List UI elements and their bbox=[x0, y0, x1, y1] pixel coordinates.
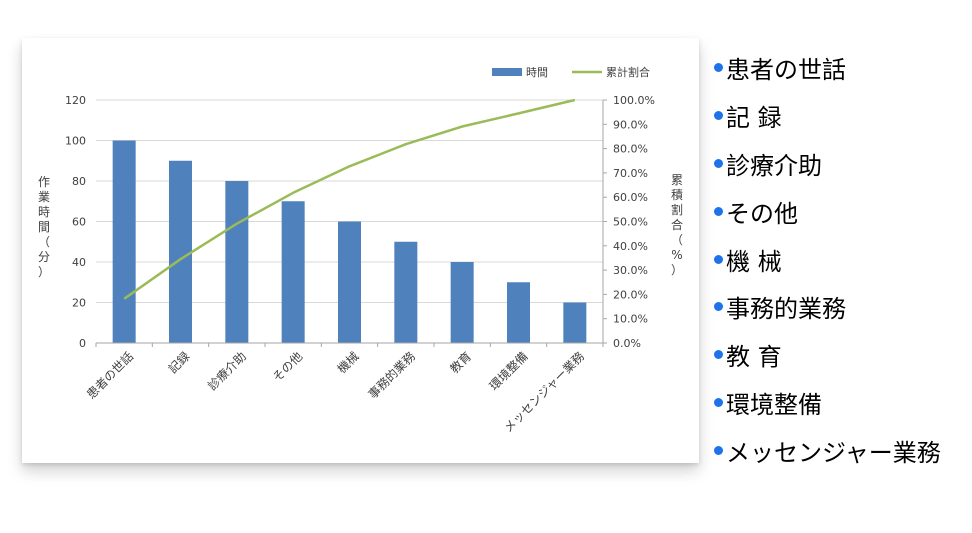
y2-tick-label: 10.0% bbox=[613, 313, 648, 326]
y-tick-label: 120 bbox=[65, 94, 86, 107]
y2-tick-label: 100.0% bbox=[613, 94, 655, 107]
y-tick-label: 20 bbox=[72, 297, 86, 310]
y2-tick-label: 60.0% bbox=[613, 191, 648, 204]
y-tick-label: 0 bbox=[79, 337, 86, 350]
bullet-label: 診療介助 bbox=[726, 151, 822, 180]
bullet-item: 診療介助 bbox=[714, 140, 941, 188]
y2-tick-label: 40.0% bbox=[613, 240, 648, 253]
pareto-chart-svg: 0 20 40 60 80 100 120 0.0% 10.0% 20.0% 30.0% 40.0% 5… bbox=[38, 65, 683, 435]
legend: 時間 累計割合 bbox=[492, 65, 650, 79]
bullet-dot-icon bbox=[714, 302, 723, 312]
x-tick-label: 記録 bbox=[165, 349, 193, 377]
bullet-dot-icon bbox=[714, 445, 723, 455]
bullet-item: 患者の世話 bbox=[714, 44, 941, 92]
bullet-dot-icon bbox=[714, 111, 723, 121]
bullet-label: 記 録 bbox=[726, 104, 782, 133]
bullet-list: 患者の世話記 録診療介助その他機 械事務的業務教 育環境整備メッセンジャー業務 bbox=[714, 44, 941, 474]
bullet-label: 教 育 bbox=[726, 343, 782, 372]
y-tick-label: 40 bbox=[72, 256, 86, 269]
bar-series bbox=[112, 140, 587, 343]
x-tick-label: 教育 bbox=[447, 349, 475, 377]
bar bbox=[112, 140, 136, 343]
x-tick-label: 機械 bbox=[334, 349, 362, 377]
bar bbox=[450, 262, 474, 343]
legend-bar-label: 時間 bbox=[526, 66, 548, 79]
bullet-item: 記 録 bbox=[714, 92, 941, 140]
bullet-dot-icon bbox=[714, 158, 723, 168]
x-tick-label: 事務的業務 bbox=[365, 349, 418, 402]
bullet-item: 教 育 bbox=[714, 331, 941, 379]
pareto-chart: 0 20 40 60 80 100 120 0.0% 10.0% 20.0% 30.0% 40.0% 5… bbox=[22, 38, 699, 463]
y2-tick-label: 90.0% bbox=[613, 118, 648, 131]
y-tick-label: 60 bbox=[72, 216, 86, 229]
bar bbox=[225, 181, 249, 343]
bullet-dot-icon bbox=[714, 350, 723, 360]
x-tick-label: 患者の世話 bbox=[83, 349, 136, 402]
y-tick-label: 80 bbox=[72, 175, 86, 188]
legend-line-label: 累計割合 bbox=[606, 65, 650, 79]
y2-tick-label: 70.0% bbox=[613, 167, 648, 180]
bullet-dot-icon bbox=[714, 397, 723, 407]
y2-tick-label: 0.0% bbox=[613, 337, 641, 350]
bullet-item: 事務的業務 bbox=[714, 283, 941, 331]
bullet-dot-icon bbox=[714, 63, 723, 73]
x-tick-label: 環境整備 bbox=[486, 349, 531, 394]
bar bbox=[394, 241, 418, 343]
bullet-item: 機 械 bbox=[714, 235, 941, 283]
y2-axis-title: 累積割合（%） bbox=[671, 173, 683, 277]
y2-tick-label: 20.0% bbox=[613, 288, 648, 301]
y2-tick-label: 30.0% bbox=[613, 264, 648, 277]
cumulative-line-series bbox=[123, 98, 576, 300]
bullet-label: その他 bbox=[726, 199, 798, 228]
cumulative-line bbox=[123, 98, 576, 300]
y2-tick-label: 80.0% bbox=[613, 143, 648, 156]
bullet-label: 環境整備 bbox=[726, 390, 822, 419]
bullet-label: 機 械 bbox=[726, 247, 782, 276]
bullet-label: メッセンジャー業務 bbox=[726, 438, 941, 467]
bar bbox=[507, 282, 530, 343]
bullet-item: 環境整備 bbox=[714, 379, 941, 427]
bar bbox=[281, 201, 305, 343]
bullet-dot-icon bbox=[714, 254, 723, 264]
bullet-item: その他 bbox=[714, 187, 941, 235]
bullet-item: メッセンジャー業務 bbox=[714, 426, 941, 474]
bar bbox=[169, 160, 192, 343]
bullet-dot-icon bbox=[714, 206, 723, 216]
legend-bar-swatch bbox=[492, 68, 522, 76]
bullet-label: 患者の世話 bbox=[726, 56, 846, 85]
x-tick-label: 診療介助 bbox=[204, 349, 249, 394]
y-axis-title: 作業時間（分） bbox=[38, 175, 50, 279]
bar bbox=[563, 302, 587, 343]
y-tick-label: 100 bbox=[65, 135, 86, 148]
y2-tick-label: 50.0% bbox=[613, 216, 648, 229]
bar bbox=[338, 221, 361, 343]
x-tick-label: その他 bbox=[270, 349, 305, 384]
bullet-label: 事務的業務 bbox=[726, 295, 846, 324]
